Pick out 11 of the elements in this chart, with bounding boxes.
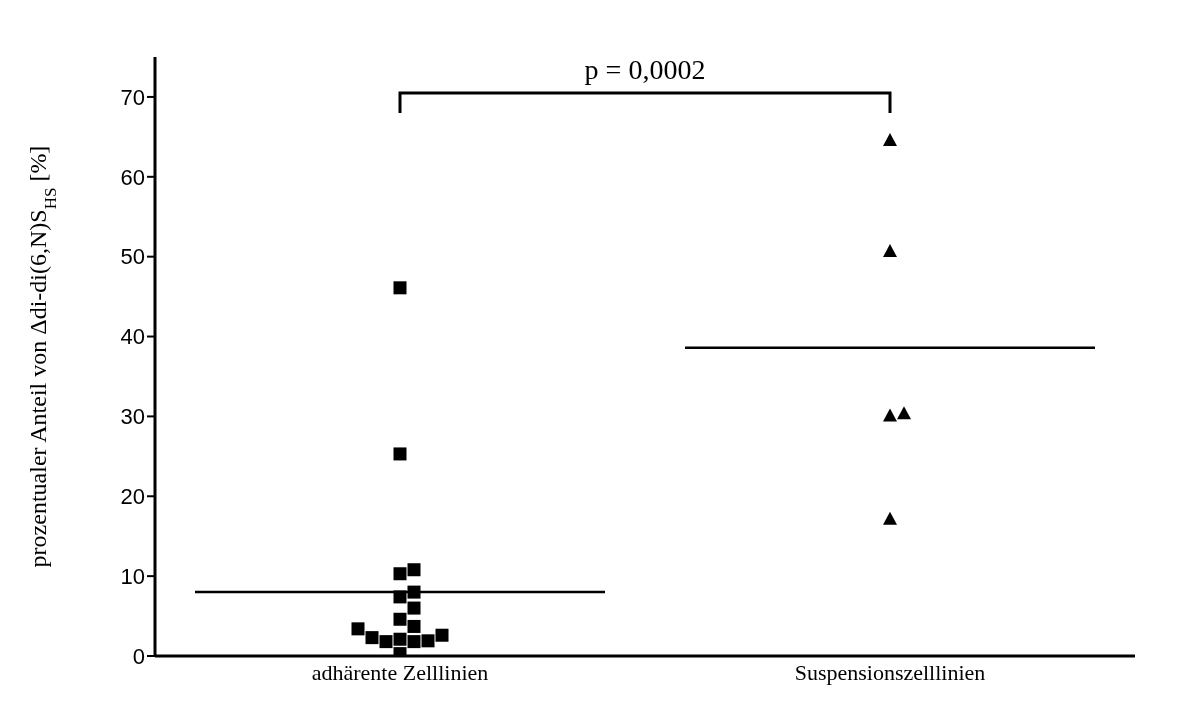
y-tick-label: 10 [120,563,145,589]
y-tick-label: 30 [120,404,145,430]
x-tick-label: adhärente Zelllinien [311,659,489,685]
y-tick-label: 50 [120,244,145,270]
annotation: p = 0,0002 [584,53,706,85]
x-tick-label: Suspensionszelllinien [794,659,986,685]
y-tick-label: 70 [120,84,145,110]
y-tick-label: 60 [120,164,145,190]
y-tick-label: 20 [120,484,145,510]
y-tick-label: 40 [120,324,145,350]
y-tick-label: 0 [132,643,145,669]
